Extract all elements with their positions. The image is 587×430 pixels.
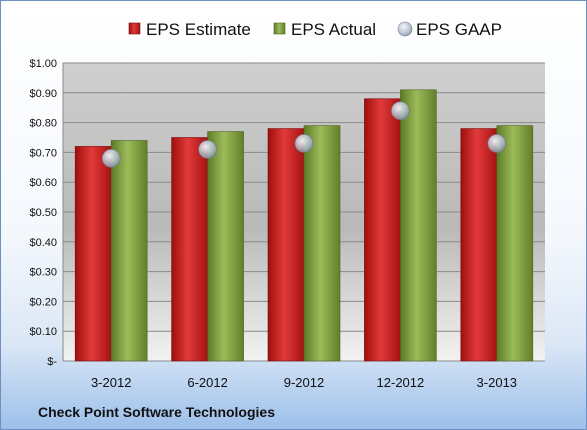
y-axis-ticks: $- $0.10 $0.20 $0.30 $0.40 $0.50 $0.60 $0.70 $0.… <box>29 58 57 368</box>
bar-eps-estimate <box>171 137 208 362</box>
bar-eps-actual <box>496 125 534 362</box>
y-tick-label: $0.20 <box>29 296 57 308</box>
y-tick-label: $0.60 <box>29 177 57 189</box>
legend-swatch <box>397 21 413 37</box>
bar-eps-estimate <box>267 128 305 362</box>
x-tick-label: 3-2013 <box>477 375 517 390</box>
marker-eps-gaap <box>198 140 217 159</box>
y-tick-label: $0.40 <box>29 237 57 249</box>
gaap-markers <box>101 101 507 168</box>
marker-eps-gaap <box>101 149 121 168</box>
bar-eps-actual <box>110 140 148 362</box>
y-tick-label: $0.30 <box>29 267 57 279</box>
marker-eps-gaap <box>294 134 314 153</box>
y-tick-label: $0.90 <box>29 88 57 100</box>
bar-eps-actual <box>207 131 244 362</box>
company-name: Check Point Software Technologies <box>38 404 276 420</box>
x-tick-label: 9-2012 <box>284 375 324 390</box>
legend-swatch <box>128 22 141 35</box>
x-axis-ticks: 3-2012 6-2012 9-2012 12-2012 3-2013 <box>91 375 517 390</box>
bar-eps-actual <box>303 125 341 362</box>
bars <box>74 89 534 362</box>
bar-eps-estimate <box>74 146 112 362</box>
legend-label: EPS GAAP <box>416 20 502 39</box>
y-tick-label: $0.70 <box>29 147 57 159</box>
y-tick-label: $0.50 <box>29 207 57 219</box>
marker-eps-gaap <box>487 134 507 153</box>
legend-label: EPS Estimate <box>146 20 251 39</box>
legend-label: EPS Actual <box>291 20 376 39</box>
x-tick-label: 6-2012 <box>187 375 227 390</box>
marker-eps-gaap <box>391 101 410 120</box>
bar-eps-estimate <box>460 128 498 362</box>
legend-swatch <box>273 22 286 35</box>
y-tick-label: $0.10 <box>29 326 57 338</box>
bar-eps-estimate <box>364 98 401 362</box>
y-tick-label: $1.00 <box>29 58 57 70</box>
bar-eps-actual <box>400 89 437 362</box>
x-tick-label: 3-2012 <box>91 375 131 390</box>
x-tick-label: 12-2012 <box>377 375 425 390</box>
legend: EPS Estimate EPS Actual EPS GAAP <box>128 20 502 39</box>
y-tick-label: $0.80 <box>29 118 57 130</box>
y-tick-label: $- <box>47 356 57 368</box>
